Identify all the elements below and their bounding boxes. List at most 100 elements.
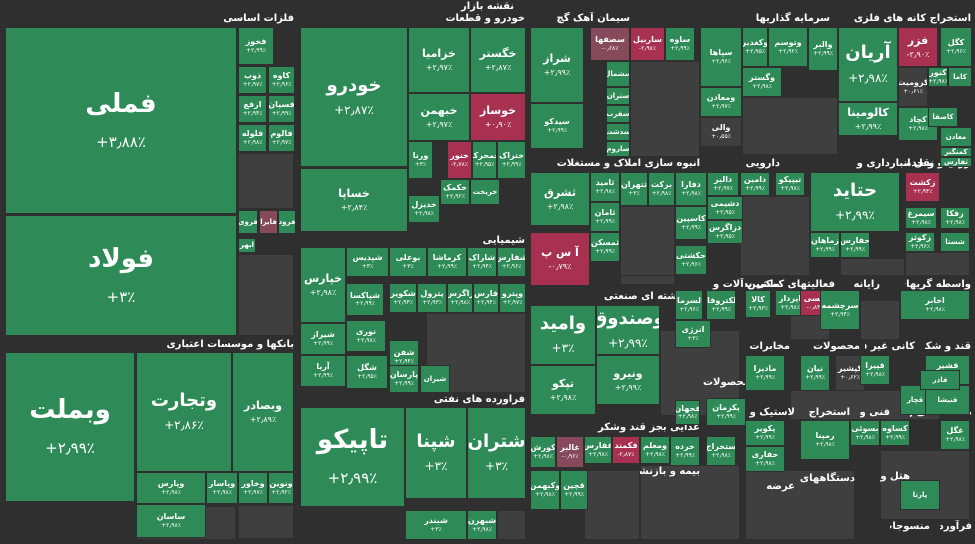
stock-tile[interactable]: غالبر -۰٫۹۶٪ [556, 436, 584, 468]
stock-tile[interactable]: پترول +۲٫۹۳٪ [417, 283, 447, 313]
stock-tile[interactable]: وبملت +۲٫۹۹٪ [5, 352, 135, 502]
stock-tile[interactable]: حفارس +۲٫۹۹٪ [840, 232, 870, 258]
stock-tile[interactable]: سدشت+۲٫۹۹٪ [606, 123, 630, 141]
stock-tile[interactable]: فخوز +۲٫۹۹٪ [238, 27, 274, 65]
stock-tile[interactable]: ابهر+۲٫۹۱٪ [238, 238, 256, 253]
stock-tile[interactable]: کگل +۲٫۹۶٪ [940, 27, 972, 67]
stock-tile[interactable]: والبر +۲٫۹۹٪ [808, 27, 838, 71]
stock-tile[interactable]: وامید +۳٪ [530, 305, 596, 365]
stock-tile[interactable]: کالا +۲٫۹۳٪ [745, 290, 771, 318]
stock-tile[interactable]: تاپیکو +۲٫۹۹٪ [300, 407, 405, 507]
stock-tile[interactable]: خودرو +۲٫۸۷٪ [300, 27, 408, 167]
stock-tile[interactable]: وخاور +۲٫۹۷٪ [238, 472, 268, 504]
stock-tile[interactable]: شبندر +۳٪ [405, 510, 467, 540]
stock-tile[interactable]: فزر -۲٫۹۰٪ [898, 27, 938, 67]
stock-tile[interactable]: بوعلی +۳٪ [389, 247, 427, 277]
stock-tile[interactable]: کاما+۲٫۹۹٪ [948, 67, 972, 87]
stock-tile[interactable]: وصندوق +۲٫۹۹٪ [596, 305, 660, 355]
stock-tile[interactable]: فرود+۲٫۹۳٪ [278, 210, 296, 234]
stock-tile[interactable]: خمحرکه+۲٫۹۵٪ [472, 141, 497, 179]
stock-tile[interactable]: زکشت +۲٫۹۴٪ [905, 172, 940, 202]
stock-tile[interactable]: سیدکو +۲٫۹۹٪ [530, 103, 584, 149]
stock-tile[interactable]: آریا +۲٫۹۹٪ [300, 355, 346, 387]
stock-tile[interactable]: پکرمان +۲٫۹۹٪ [706, 398, 746, 426]
stock-tile[interactable]: کاسپین +۲٫۹۹٪ [675, 206, 707, 240]
stock-tile[interactable]: خبهمن +۲٫۹۷٪ [408, 93, 470, 141]
stock-tile[interactable]: خساپا +۲٫۸۴٪ [300, 168, 408, 232]
stock-tile[interactable]: الکتروفاد+۲٫۹۹٪ [706, 290, 736, 320]
stock-tile[interactable]: ختراک +۲٫۹۹٪ [497, 141, 526, 179]
stock-tile[interactable]: قپیرا +۲٫۹۸٪ [860, 355, 890, 385]
stock-tile[interactable]: شفارس+۲٫۹۶٪ [497, 247, 526, 277]
stock-tile[interactable]: دفارا +۲٫۹۸٪ [675, 172, 707, 206]
stock-tile[interactable]: حتاید +۲٫۹۹٪ [810, 172, 900, 232]
stock-tile[interactable]: تیپیکو +۲٫۹۸٪ [775, 172, 805, 196]
stock-tile[interactable]: خرده +۲٫۹۹٪ [670, 436, 700, 466]
stock-tile[interactable]: کساوه +۲٫۹۹٪ [880, 420, 910, 446]
stock-tile[interactable]: سشمال+۲٫۹۹٪ [606, 61, 630, 87]
stock-tile[interactable]: فلوله +۲٫۹۸٪ [238, 124, 267, 152]
stock-tile[interactable]: وتجارت +۲٫۸۶٪ [136, 352, 232, 472]
stock-tile[interactable]: وتوسم +۲٫۹۲٪ [768, 27, 808, 67]
stock-tile[interactable]: شگل +۲٫۹۵٪ [346, 355, 388, 389]
stock-tile[interactable]: ستخراج +۲٫۹۸٪ [706, 436, 736, 466]
stock-tile[interactable]: سپاها +۲٫۹۶٪ [700, 27, 742, 87]
stock-tile[interactable]: ثتهران +۳٪ [620, 172, 648, 206]
stock-tile[interactable]: سیمرغ +۲٫۹۸٪ [905, 207, 937, 229]
stock-tile[interactable]: قنیشا+۲٫۹۸٪ [925, 385, 970, 415]
stock-tile[interactable]: زاگرس +۲٫۹۸٪ [447, 283, 473, 313]
stock-tile[interactable]: شبهرن +۲٫۹۸٪ [467, 510, 497, 540]
stock-tile[interactable]: وکغدیر +۲٫۹۵٪ [742, 27, 768, 67]
stock-tile[interactable]: ارفع +۲٫۹۴٪ [238, 95, 267, 123]
stock-tile[interactable]: خدیزل +۲٫۹۸٪ [408, 195, 440, 223]
stock-tile[interactable]: غفارس +۲٫۹۸٪ [584, 436, 612, 464]
stock-tile[interactable]: حکشتی +۲٫۹۶٪ [675, 245, 707, 275]
stock-tile[interactable]: شراز +۲٫۹۹٪ [530, 27, 584, 103]
stock-tile[interactable]: سصفها -۰٫۶۸٪ [590, 27, 630, 61]
stock-tile[interactable]: وکبهمن +۲٫۹۸٪ [530, 470, 560, 510]
stock-tile[interactable]: دزاگرس +۲٫۹۵٪ [707, 220, 743, 244]
stock-tile[interactable]: فالوم +۲٫۹۷٪ [268, 124, 295, 152]
stock-tile[interactable]: قچین +۲٫۹۹٪ [560, 470, 588, 510]
stock-tile[interactable]: غگل +۲٫۹۸٪ [940, 420, 970, 450]
stock-tile[interactable]: وپاسار +۲٫۹۸٪ [206, 472, 238, 504]
stock-tile[interactable]: پارتا+۲٫۹۹٪ [900, 480, 940, 510]
stock-tile[interactable]: وپترو +۲٫۹۷٪ [499, 283, 526, 313]
stock-tile[interactable]: معادن+۲٫۹۸٪ [940, 127, 972, 147]
stock-tile[interactable]: کمنگنز+۲٫۹۹٪ [940, 147, 972, 157]
stock-tile[interactable]: ذوب +۲٫۹۷٪ [238, 66, 267, 94]
stock-tile[interactable]: سرچشمه +۲٫۹۴٪ [820, 290, 860, 330]
stock-tile[interactable]: شستا+۲٫۹۷٪ [940, 232, 970, 252]
stock-tile[interactable]: زفکا +۲٫۹۸٪ [940, 207, 970, 229]
stock-tile[interactable]: انرژی +۳٪ [675, 320, 711, 348]
stock-tile[interactable]: زکوثر +۲٫۹۶٪ [905, 232, 935, 252]
stock-tile[interactable]: ثمسکن +۲٫۹۹٪ [590, 232, 620, 262]
stock-tile[interactable]: کنور +۲٫۹۸٪ [928, 67, 948, 87]
stock-tile[interactable]: فجهان +۲٫۹۸٪ [675, 400, 700, 425]
stock-tile[interactable]: خنور -۲٫۷۸٪ [447, 141, 472, 179]
stock-tile[interactable]: پارسان +۲٫۹۹٪ [389, 365, 419, 393]
stock-tile[interactable]: ساوه +۲٫۹۹٪ [665, 27, 695, 61]
stock-tile[interactable]: ساسان +۲٫۹۸٪ [136, 504, 206, 538]
stock-tile[interactable]: شپدیس +۳٪ [346, 247, 389, 277]
stock-tile[interactable]: ثفارس+۲٫۹۸٪ [940, 157, 972, 167]
stock-tile[interactable]: وگستر +۲٫۹۸٪ [742, 67, 782, 97]
stock-tile[interactable]: دالبر +۲٫۹۷٪ [707, 172, 739, 196]
stock-tile[interactable]: دشیمی +۲٫۹۵٪ [707, 196, 743, 220]
stock-tile[interactable]: نیان +۲٫۹۹٪ [800, 355, 830, 391]
stock-tile[interactable]: فارس +۲٫۹۴٪ [473, 283, 499, 313]
stock-tile[interactable]: ساربیل -۲٫۹۸٪ [630, 27, 665, 61]
stock-tile[interactable]: کالومینا +۲٫۹۹٪ [838, 102, 898, 136]
stock-tile[interactable]: ثامید +۲٫۹۸٪ [590, 172, 620, 202]
stock-tile[interactable]: شیران+۲٫۹۶٪ [420, 365, 450, 393]
stock-tile[interactable]: ساروم+۲٫۹۸٪ [606, 141, 630, 157]
stock-tile[interactable]: نوری +۲٫۹۸٪ [346, 320, 386, 352]
stock-tile[interactable]: خگستر +۲٫۸۷٪ [470, 27, 526, 93]
stock-tile[interactable]: لسرما +۲٫۹۶٪ [675, 290, 703, 320]
stock-tile[interactable]: خریخت+۲٫۹۹٪ [470, 179, 500, 205]
stock-tile[interactable]: آریان +۲٫۹۸٪ [838, 27, 898, 102]
stock-tile[interactable]: ومعادن +۲٫۹۷٪ [700, 87, 742, 117]
stock-tile[interactable]: فایرا+۰٫۹۰٪ [259, 210, 278, 234]
stock-tile[interactable]: سفرب+۲٫۹۹٪ [606, 105, 630, 123]
stock-tile[interactable]: خوساز +۰٫۹۰٪ [470, 93, 526, 141]
